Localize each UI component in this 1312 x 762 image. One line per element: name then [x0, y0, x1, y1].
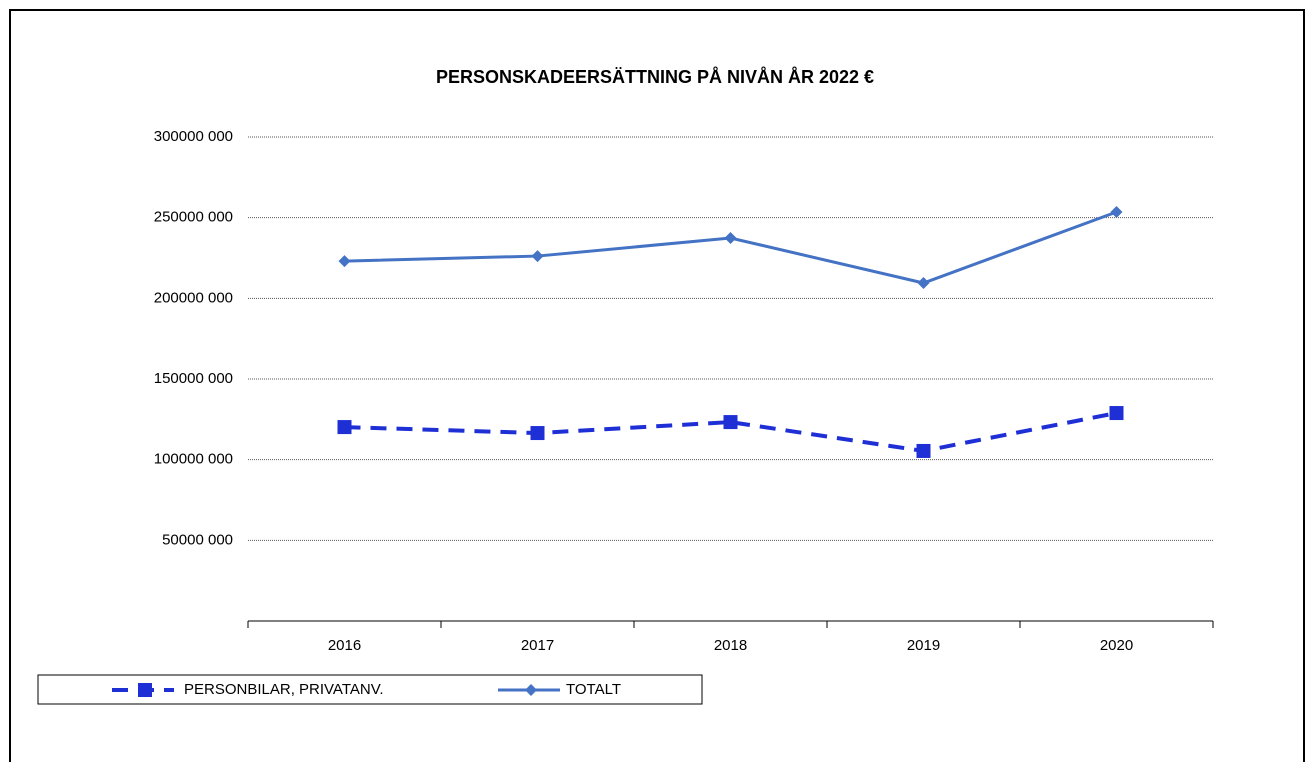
y-tick-label: 300000 000 — [154, 128, 233, 145]
x-tick-label: 2020 — [1100, 637, 1133, 654]
data-point — [1109, 406, 1124, 421]
y-tick-label: 200000 000 — [154, 289, 233, 306]
y-tick-label: 150000 000 — [154, 370, 233, 387]
y-tick-label: 250000 000 — [154, 209, 233, 226]
data-point — [337, 420, 352, 435]
data-point — [1110, 206, 1123, 219]
chart-frame — [9, 9, 1305, 762]
data-point — [723, 415, 738, 430]
x-tick-label: 2019 — [907, 637, 940, 654]
data-point — [724, 231, 737, 244]
chart-title: PERSONSKADEERSÄTTNING PÅ NIVÅN ÅR 2022 € — [436, 67, 874, 87]
legend-marker — [525, 684, 537, 696]
legend-marker — [138, 683, 152, 697]
data-point — [531, 250, 544, 263]
legend-label: PERSONBILAR, PRIVATANV. — [184, 681, 384, 698]
x-tick-label: 2018 — [714, 637, 747, 654]
legend-label: TOTALT — [566, 681, 621, 698]
data-point — [917, 277, 930, 290]
data-point — [916, 443, 931, 458]
y-tick-label: 100000 000 — [154, 451, 233, 468]
x-tick-label: 2017 — [521, 637, 554, 654]
y-tick-label: 50000 000 — [162, 531, 233, 548]
data-point — [530, 426, 545, 441]
data-point — [338, 255, 351, 268]
x-tick-label: 2016 — [328, 637, 361, 654]
